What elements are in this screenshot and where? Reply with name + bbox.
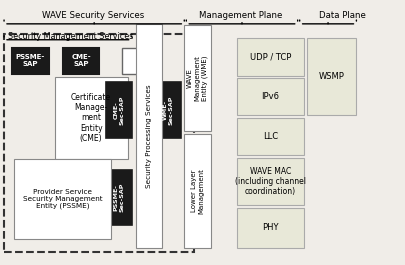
Text: Security Processing Services: Security Processing Services [146,84,152,188]
Text: PSSME-
Sec-SAP: PSSME- Sec-SAP [114,183,125,212]
Text: CME-
Sec-SAP: CME- Sec-SAP [114,95,125,125]
Text: WAVE Security Services: WAVE Security Services [42,11,144,20]
Text: Data Plane: Data Plane [319,11,366,20]
FancyBboxPatch shape [55,77,128,159]
FancyBboxPatch shape [237,38,304,76]
Text: PHY: PHY [262,223,279,232]
Text: WAVE
Management
Entity (WME): WAVE Management Entity (WME) [187,55,208,101]
Text: Lower Layer
Management: Lower Layer Management [191,168,204,214]
Text: UDP / TCP: UDP / TCP [249,52,291,61]
FancyBboxPatch shape [237,118,304,155]
Text: Management Plane: Management Plane [199,11,283,20]
FancyBboxPatch shape [106,82,132,138]
Text: IPv6: IPv6 [261,92,279,101]
Text: WME-
Sec-SAP: WME- Sec-SAP [162,95,173,125]
FancyBboxPatch shape [14,159,111,238]
Text: Security Management Services: Security Management Services [8,32,134,41]
FancyBboxPatch shape [106,170,132,225]
Text: CME-
SAP: CME- SAP [71,54,91,68]
FancyBboxPatch shape [237,78,304,115]
Text: Provider Service
Security Management
Entity (PSSME): Provider Service Security Management Ent… [23,188,102,209]
FancyBboxPatch shape [184,25,211,131]
FancyBboxPatch shape [184,134,211,248]
FancyBboxPatch shape [237,208,304,248]
Text: Certificate
Manage-
ment
Entity
(CME): Certificate Manage- ment Entity (CME) [71,93,111,143]
Text: WSMP: WSMP [318,72,344,81]
Text: WAVE MAC
(including channel
coordination): WAVE MAC (including channel coordination… [235,167,306,196]
FancyBboxPatch shape [122,48,150,74]
FancyBboxPatch shape [12,48,49,74]
Text: LLC: LLC [263,132,278,141]
FancyBboxPatch shape [155,82,181,138]
FancyBboxPatch shape [136,24,162,248]
FancyBboxPatch shape [237,158,304,205]
FancyBboxPatch shape [307,38,356,115]
Text: PSSME-
SAP: PSSME- SAP [16,54,45,68]
FancyBboxPatch shape [63,48,99,74]
